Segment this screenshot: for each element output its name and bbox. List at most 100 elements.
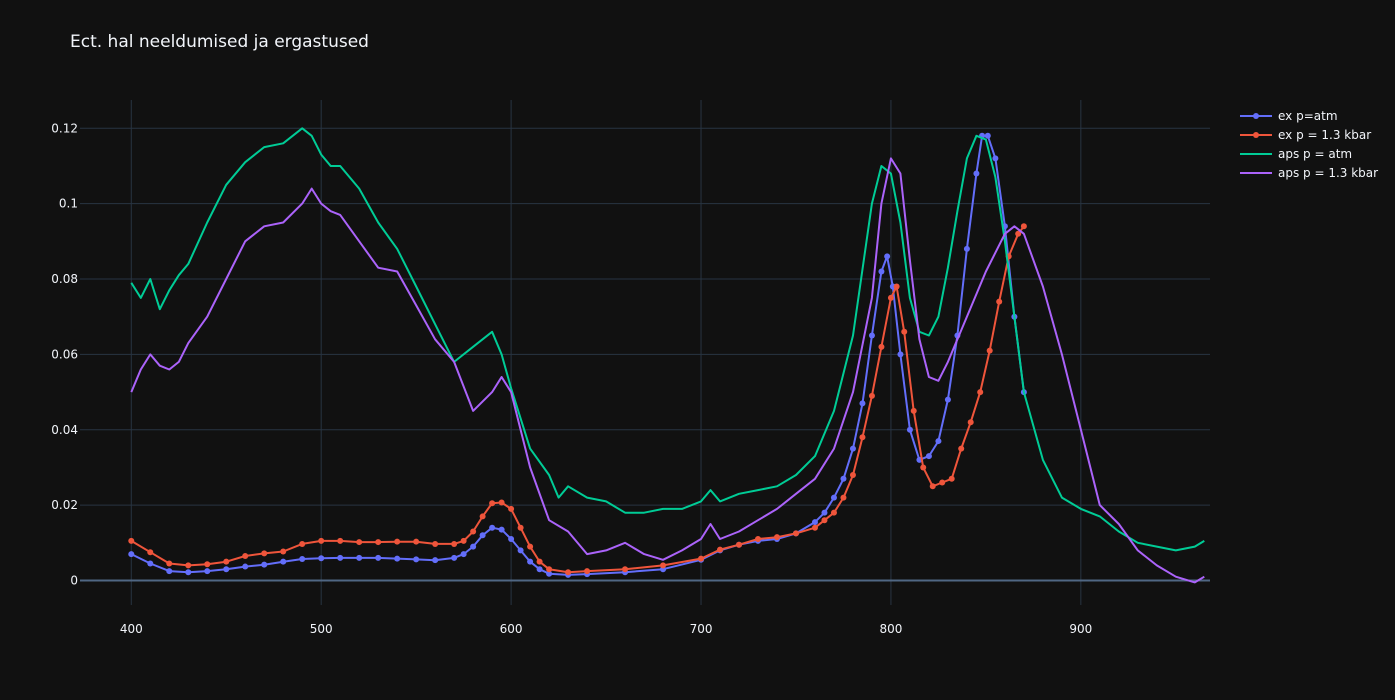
- data-point[interactable]: [413, 538, 420, 545]
- data-point[interactable]: [185, 562, 192, 569]
- data-point[interactable]: [963, 245, 970, 252]
- data-point[interactable]: [901, 328, 908, 335]
- data-point[interactable]: [375, 554, 382, 561]
- legend-item[interactable]: ex p=atm: [1238, 106, 1378, 125]
- data-point[interactable]: [451, 554, 458, 561]
- data-point[interactable]: [432, 540, 439, 547]
- series-line[interactable]: [130, 127, 1205, 552]
- data-point[interactable]: [318, 537, 325, 544]
- data-point[interactable]: [939, 479, 946, 486]
- data-point[interactable]: [356, 539, 363, 546]
- data-point[interactable]: [394, 538, 401, 545]
- data-point[interactable]: [470, 543, 477, 550]
- series-3[interactable]: [130, 127, 1205, 552]
- data-point[interactable]: [536, 558, 543, 565]
- data-point[interactable]: [261, 550, 268, 557]
- data-point[interactable]: [299, 540, 306, 547]
- data-point[interactable]: [508, 536, 515, 543]
- data-point[interactable]: [935, 438, 942, 445]
- data-point[interactable]: [394, 555, 401, 562]
- data-point[interactable]: [736, 541, 743, 548]
- series-1[interactable]: [128, 132, 1027, 578]
- legend-item[interactable]: aps p = atm: [1238, 144, 1378, 163]
- data-point[interactable]: [884, 253, 891, 260]
- data-point[interactable]: [910, 407, 917, 414]
- data-point[interactable]: [792, 530, 799, 537]
- data-point[interactable]: [698, 555, 705, 562]
- data-point[interactable]: [261, 561, 268, 568]
- legend-item[interactable]: aps p = 1.3 kbar: [1238, 163, 1378, 182]
- data-point[interactable]: [868, 392, 875, 399]
- data-point[interactable]: [996, 298, 1003, 305]
- data-point[interactable]: [878, 343, 885, 350]
- data-point[interactable]: [868, 332, 875, 339]
- data-point[interactable]: [929, 483, 936, 490]
- data-point[interactable]: [859, 434, 866, 441]
- plot-area[interactable]: [128, 127, 1205, 584]
- data-point[interactable]: [973, 170, 980, 177]
- data-point[interactable]: [375, 539, 382, 546]
- data-point[interactable]: [185, 569, 192, 576]
- data-point[interactable]: [859, 400, 866, 407]
- data-point[interactable]: [958, 445, 965, 452]
- series-line[interactable]: [130, 134, 1025, 576]
- data-point[interactable]: [849, 445, 856, 452]
- data-point[interactable]: [166, 560, 173, 567]
- data-point[interactable]: [223, 566, 230, 573]
- data-point[interactable]: [536, 566, 543, 573]
- data-point[interactable]: [811, 519, 818, 526]
- data-point[interactable]: [622, 566, 629, 573]
- data-point[interactable]: [128, 537, 135, 544]
- chart-legend[interactable]: ex p=atm ex p = 1.3 kbar aps p = atm aps p …: [1238, 106, 1378, 182]
- data-point[interactable]: [451, 540, 458, 547]
- data-point[interactable]: [299, 556, 306, 563]
- data-point[interactable]: [1015, 230, 1022, 237]
- data-point[interactable]: [498, 526, 505, 533]
- data-point[interactable]: [840, 475, 847, 482]
- data-point[interactable]: [413, 556, 420, 563]
- data-point[interactable]: [204, 568, 211, 575]
- data-point[interactable]: [489, 524, 496, 531]
- data-point[interactable]: [1020, 223, 1027, 230]
- data-point[interactable]: [280, 558, 287, 565]
- data-point[interactable]: [755, 536, 761, 543]
- data-point[interactable]: [944, 396, 951, 403]
- data-point[interactable]: [356, 554, 363, 561]
- data-point[interactable]: [717, 546, 724, 553]
- series-2[interactable]: [128, 223, 1027, 576]
- data-point[interactable]: [508, 505, 515, 512]
- data-point[interactable]: [242, 563, 249, 570]
- data-point[interactable]: [280, 548, 287, 555]
- data-point[interactable]: [337, 537, 344, 544]
- data-point[interactable]: [821, 509, 828, 516]
- data-point[interactable]: [479, 532, 486, 539]
- data-point[interactable]: [893, 283, 900, 290]
- data-point[interactable]: [460, 551, 467, 558]
- data-point[interactable]: [489, 500, 496, 507]
- data-point[interactable]: [147, 549, 154, 556]
- legend-item[interactable]: ex p = 1.3 kbar: [1238, 125, 1378, 144]
- data-point[interactable]: [479, 513, 486, 520]
- data-point[interactable]: [977, 389, 984, 396]
- data-point[interactable]: [773, 534, 780, 541]
- data-point[interactable]: [517, 547, 524, 554]
- series-line[interactable]: [130, 225, 1025, 574]
- data-point[interactable]: [878, 268, 885, 275]
- data-point[interactable]: [584, 568, 591, 575]
- series-line[interactable]: [130, 157, 1205, 584]
- data-point[interactable]: [460, 537, 467, 544]
- data-point[interactable]: [517, 524, 524, 531]
- data-point[interactable]: [967, 419, 974, 426]
- data-point[interactable]: [821, 517, 828, 524]
- data-point[interactable]: [887, 294, 894, 301]
- data-point[interactable]: [906, 426, 913, 433]
- data-point[interactable]: [830, 494, 837, 501]
- data-point[interactable]: [128, 551, 135, 558]
- data-point[interactable]: [223, 558, 230, 565]
- data-point[interactable]: [527, 543, 534, 550]
- data-point[interactable]: [565, 569, 572, 576]
- data-point[interactable]: [948, 475, 955, 482]
- data-point[interactable]: [660, 562, 667, 569]
- series-4[interactable]: [130, 157, 1205, 584]
- data-point[interactable]: [811, 524, 818, 531]
